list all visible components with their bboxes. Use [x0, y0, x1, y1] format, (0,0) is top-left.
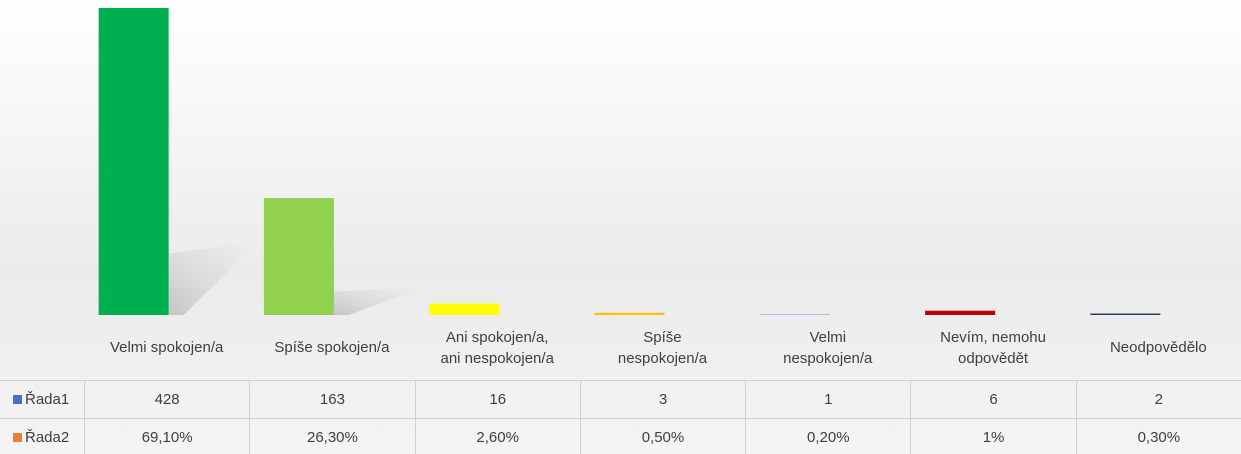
category-label: Spíše spokojen/a: [274, 339, 390, 356]
legend-swatch: [13, 433, 22, 442]
table-cell: 6: [910, 380, 1076, 418]
legend-label: Řada2: [25, 429, 70, 446]
table-cell: 0,50%: [579, 418, 746, 454]
bar: [594, 312, 665, 315]
legend-entry: Řada1: [0, 380, 84, 418]
table-cell: 1%: [910, 418, 1076, 454]
bar: [1090, 313, 1161, 315]
table-cell: 16: [414, 380, 580, 418]
legend-swatch: [13, 395, 22, 404]
table-cell: 2: [1075, 380, 1241, 418]
table-cell: 0,20%: [745, 418, 911, 454]
bar-shadow: [168, 241, 259, 315]
category-label: Nevím, nemohu odpovědět: [940, 328, 1046, 367]
table-cell: 69,10%: [84, 418, 250, 454]
bar: [98, 8, 169, 315]
category-label: Neodpovědělo: [1109, 339, 1207, 356]
bar: [925, 310, 996, 315]
table-cell: 3: [579, 380, 746, 418]
category-label: Velmi spokojen/a: [109, 339, 224, 356]
category-label: Spíše nespokojen/a: [617, 328, 708, 367]
category-label: Ani spokojen/a, ani nespokojen/a: [440, 328, 554, 367]
table-cell: 26,30%: [249, 418, 415, 454]
category-label: Velmi nespokojen/a: [783, 328, 873, 367]
table-cell: 2,60%: [414, 418, 580, 454]
bar-shadow: [333, 286, 424, 315]
legend-entry: Řada2: [0, 418, 84, 454]
bar: [263, 198, 334, 315]
bar: [429, 303, 500, 315]
table-cell: 0,30%: [1075, 418, 1241, 454]
table-cell: 1: [745, 380, 911, 418]
bar: [759, 314, 830, 315]
legend-label: Řada1: [25, 391, 70, 408]
table-cell: 428: [84, 380, 250, 418]
table-cell: 163: [249, 380, 415, 418]
